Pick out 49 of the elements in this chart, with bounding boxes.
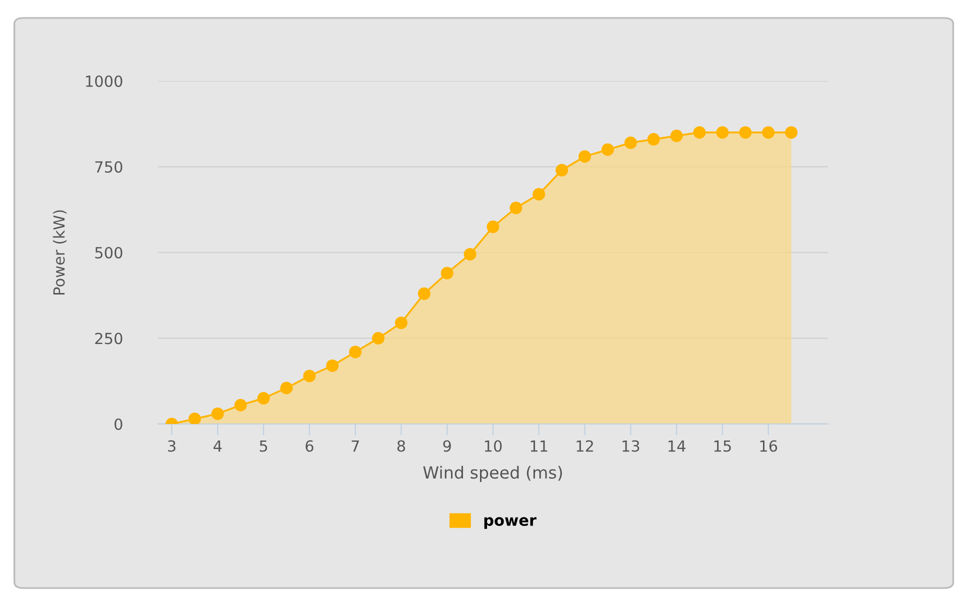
x-tick-label: 6 [306,440,314,452]
point [693,126,706,139]
y-tick-label: 1000 [86,75,122,88]
y-tick-label: 250 [95,332,122,344]
point [303,370,316,382]
point [601,143,614,156]
point [234,398,247,412]
point [280,382,293,394]
x-tick-label: 4 [214,440,222,452]
point [349,346,362,358]
point [785,126,798,139]
x-tick-label: 3 [168,440,176,452]
point [372,332,385,344]
x-tick-label: 13 [622,440,640,452]
x-tick-label: 12 [576,440,593,452]
point [486,220,500,234]
point [440,266,454,280]
x-tick-label: 5 [260,440,268,452]
point [394,316,408,330]
y-tick-label: 750 [95,161,122,173]
point [556,164,568,176]
x-tick-label: 16 [760,440,778,452]
point [578,150,592,163]
x-axis-title: Wind speed (ms) [423,466,562,482]
point [739,126,752,139]
x-tick-label: 9 [443,440,451,452]
point [418,287,430,300]
x-tick-label: 11 [530,440,548,452]
x-tick-label: 8 [397,440,406,452]
point [257,392,270,405]
point [464,248,476,260]
point [326,359,339,372]
x-tick-label: 14 [668,440,686,452]
point [211,407,224,420]
point [188,412,201,424]
y-tick-label: 500 [95,246,122,259]
point [647,133,660,146]
x-tick-label: 10 [484,440,502,452]
point [762,126,775,139]
x-tick-label: 15 [714,440,731,452]
y-tick-label: 0 [114,418,122,430]
x-tick-label: 7 [352,440,359,452]
point [624,136,637,149]
point [510,202,522,214]
point [532,188,546,200]
legend-label: power [484,517,536,529]
point [716,126,729,139]
y-axis-title: Power (kW) [52,210,67,294]
point [670,130,683,142]
